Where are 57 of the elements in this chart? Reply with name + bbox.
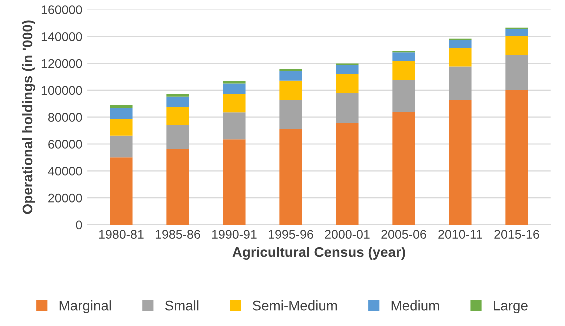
y-tick-label: 40000 — [48, 166, 82, 176]
y-tick-label: 20000 — [48, 194, 82, 203]
bar — [449, 48, 472, 67]
legend-label: Marginal — [60, 300, 112, 314]
bar — [110, 136, 133, 158]
legend-label: Medium — [392, 300, 440, 311]
legend-label: Semi-Medium — [252, 300, 338, 311]
bar — [166, 108, 190, 126]
bar — [166, 125, 190, 150]
bar — [449, 100, 472, 225]
x-tick-label: 1980-81 — [99, 230, 144, 239]
bar — [223, 140, 246, 225]
bar — [392, 80, 416, 112]
x-tick-label: 2015-16 — [494, 230, 540, 239]
bar — [280, 129, 302, 225]
bar — [336, 124, 359, 225]
bar — [223, 112, 246, 140]
y-tick-label: 80000 — [48, 113, 82, 122]
bar — [336, 93, 359, 124]
bar — [166, 94, 190, 97]
bar — [449, 40, 472, 48]
x-tick-label: 1985-86 — [156, 230, 200, 239]
bar — [110, 119, 133, 136]
bar — [110, 158, 133, 225]
bar — [166, 150, 190, 225]
y-tick-label: 140000 — [42, 32, 82, 42]
bar — [392, 112, 416, 225]
x-tick-label: 1990-91 — [212, 230, 257, 239]
bar — [506, 55, 528, 90]
bar — [223, 84, 246, 94]
x-tick-label: 1995-96 — [268, 230, 314, 239]
bar — [506, 29, 528, 37]
bar — [110, 108, 133, 120]
x-tick-label: 2000-01 — [325, 230, 370, 239]
bar — [166, 96, 190, 108]
y-axis-title: Operational holdings (in '000) — [22, 20, 36, 214]
bar — [336, 65, 359, 74]
bar — [392, 61, 416, 80]
legend-label: Large — [494, 301, 528, 314]
bar — [223, 94, 246, 113]
bar — [280, 100, 302, 130]
bar — [336, 74, 359, 94]
y-tick-label: 160000 — [42, 6, 82, 14]
legend-label: Small — [165, 300, 199, 311]
y-tick-label: 0 — [76, 220, 82, 230]
bar — [506, 90, 528, 225]
y-tick-label: 120000 — [42, 59, 82, 68]
y-tick-label: 60000 — [48, 140, 82, 149]
y-tick-label: 100000 — [42, 86, 82, 96]
x-tick-label: 2010-11 — [438, 230, 482, 239]
x-axis-title: Agricultural Census (year) — [232, 247, 406, 260]
bar — [449, 66, 472, 100]
bar — [506, 36, 528, 56]
bar — [280, 71, 302, 81]
bar — [280, 80, 302, 100]
x-tick-label: 2005-06 — [382, 230, 426, 239]
bar — [392, 52, 416, 62]
